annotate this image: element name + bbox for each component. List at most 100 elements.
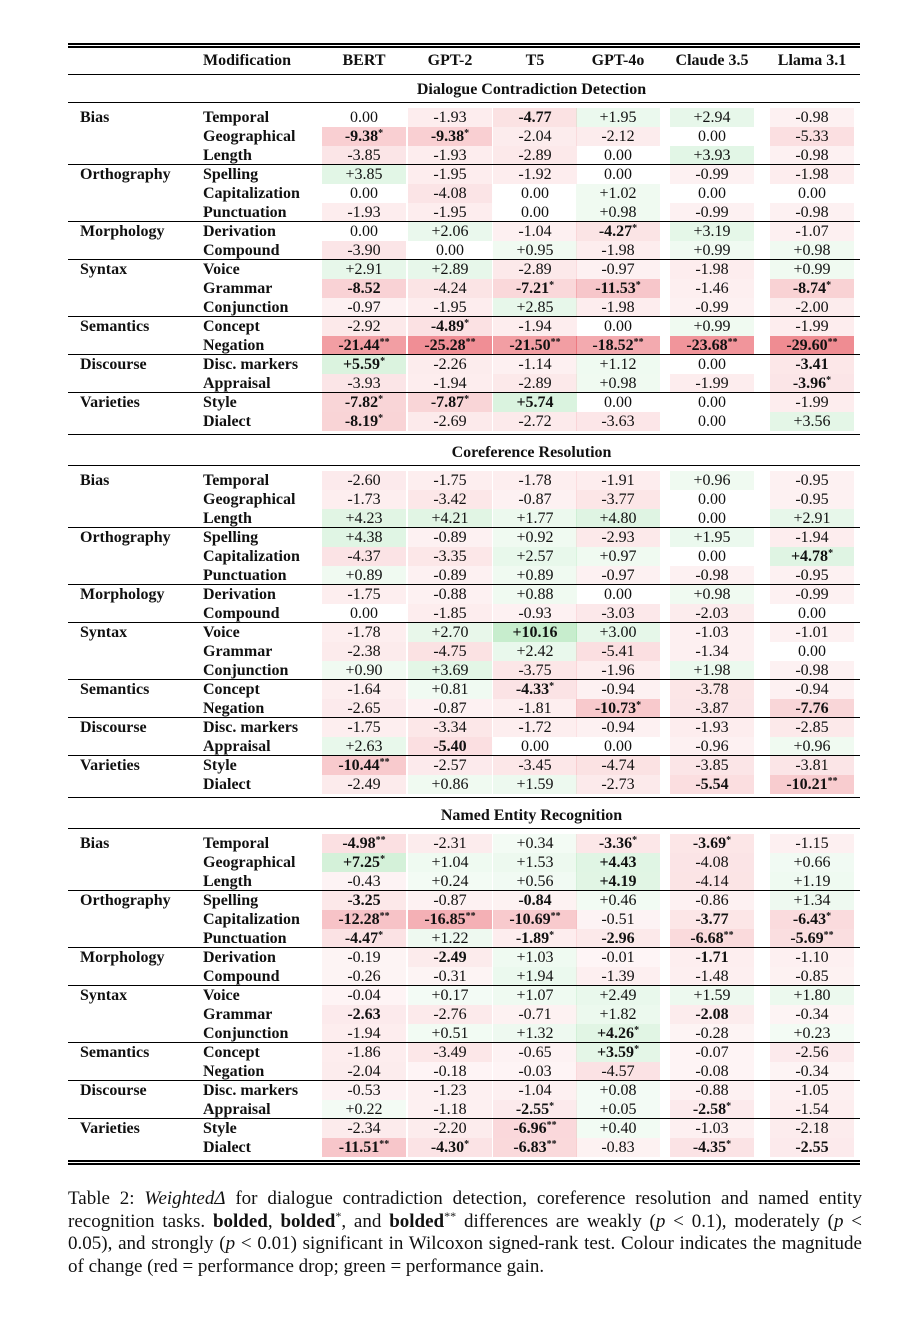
value-number: -0.88: [433, 586, 467, 603]
modification-label: Compound: [203, 242, 280, 259]
value-cell: -1.93: [408, 146, 492, 165]
value-number: -2.12: [601, 128, 635, 145]
value-number: -3.45: [518, 757, 552, 774]
value-cell: -2.12: [576, 127, 660, 146]
value-cell: +0.89: [493, 566, 577, 585]
group-rule: [68, 1080, 860, 1081]
value-number: -0.95: [795, 472, 829, 489]
table-row: Semantics Concept -2.92 -4.89* -1.94 0.00 +0.9…: [68, 317, 860, 336]
value-number: -1.73: [347, 491, 381, 508]
value-number: -1.94: [795, 529, 829, 546]
value-number: -10.44: [338, 757, 380, 774]
value-number: 0.00: [798, 185, 826, 202]
value-cell: -0.71: [493, 1005, 577, 1024]
value-cell: 0.00: [576, 146, 660, 165]
value-cell: -21.44**: [322, 336, 406, 355]
table-row: Grammar -8.52 -4.24 -7.21* -11.53* -1.46 -8.74…: [68, 279, 860, 298]
value-cell: -1.93: [408, 108, 492, 127]
group-label: Orthography: [80, 529, 171, 546]
value-number: -0.94: [601, 681, 635, 698]
modification-label: Geographical: [203, 491, 296, 508]
value-cell: -1.99: [670, 374, 754, 393]
value-number: -2.49: [433, 949, 467, 966]
value-number: -0.95: [795, 491, 829, 508]
table-row: Geographical +7.25* +1.04 +1.53 +4.43 -4.08 +0…: [68, 853, 860, 872]
value-cell: -1.93: [322, 203, 406, 222]
value-cell: +1.07: [493, 986, 577, 1005]
value-number: -5.33: [795, 128, 829, 145]
value-number: -2.08: [695, 1006, 729, 1023]
value-number: -4.57: [601, 1063, 635, 1080]
value-cell: -6.83**: [493, 1138, 577, 1157]
value-cell: -1.95: [408, 203, 492, 222]
modification-label: Derivation: [203, 949, 276, 966]
significance-stars: *: [632, 223, 638, 234]
value-cell: -4.77: [493, 108, 577, 127]
modification-label: Temporal: [203, 835, 270, 852]
value-number: +0.98: [793, 242, 831, 259]
table-row: Discourse Disc. markers -0.53 -1.23 -1.04 +0.…: [68, 1081, 860, 1100]
value-number: +0.56: [516, 873, 554, 890]
value-cell: -7.82*: [322, 393, 406, 412]
group-rule: [68, 527, 860, 528]
value-cell: -9.38*: [408, 127, 492, 146]
value-cell: +4.19: [576, 872, 660, 891]
value-number: +0.88: [516, 586, 554, 603]
value-cell: -7.87*: [408, 393, 492, 412]
value-cell: +0.17: [408, 986, 492, 1005]
value-number: -4.24: [433, 280, 467, 297]
value-cell: -1.04: [493, 1081, 577, 1100]
value-number: -11.53: [595, 280, 636, 297]
value-number: -0.97: [601, 567, 635, 584]
value-cell: 0.00: [576, 317, 660, 336]
significance-stars: **: [723, 930, 734, 941]
group-rule: [68, 316, 860, 317]
value-number: 0.00: [698, 185, 726, 202]
value-cell: -2.04: [322, 1062, 406, 1081]
value-number: -4.75: [433, 643, 467, 660]
value-cell: -3.25: [322, 891, 406, 910]
value-cell: -2.55*: [493, 1100, 577, 1119]
value-cell: -0.87: [408, 891, 492, 910]
table-row: Morphology Derivation -0.19 -2.49 +1.03 -0.01…: [68, 948, 860, 967]
value-number: -0.95: [795, 567, 829, 584]
value-cell: -2.85: [770, 718, 854, 737]
value-cell: -21.50**: [493, 336, 577, 355]
group-label: Morphology: [80, 586, 165, 603]
value-cell: +0.99: [670, 241, 754, 260]
value-number: -0.19: [347, 949, 381, 966]
value-number: -3.81: [795, 757, 829, 774]
value-number: 0.00: [698, 128, 726, 145]
value-cell: -1.78: [493, 471, 577, 490]
value-cell: -1.71: [670, 948, 754, 967]
modification-label: Capitalization: [203, 911, 300, 928]
value-cell: -4.27*: [576, 222, 660, 241]
value-number: -0.94: [601, 719, 635, 736]
value-cell: -2.58*: [670, 1100, 754, 1119]
value-cell: -0.86: [670, 891, 754, 910]
significance-stars: *: [726, 835, 732, 846]
significance-stars: *: [464, 1139, 470, 1150]
value-cell: +2.42: [493, 642, 577, 661]
value-cell: -0.43: [322, 872, 406, 891]
value-number: -4.35: [692, 1139, 727, 1156]
value-cell: +0.56: [493, 872, 577, 891]
significance-stars: *: [826, 911, 832, 922]
value-number: -0.87: [433, 700, 467, 717]
value-number: -0.98: [795, 147, 829, 164]
value-cell: +1.82: [576, 1005, 660, 1024]
value-cell: -12.28**: [322, 910, 406, 929]
value-cell: -0.98: [770, 146, 854, 165]
group-label: Morphology: [80, 223, 165, 240]
value-cell: +1.95: [670, 528, 754, 547]
value-number: 0.00: [604, 147, 632, 164]
value-number: 0.00: [604, 394, 632, 411]
modification-label: Concept: [203, 681, 260, 698]
value-cell: -0.19: [322, 948, 406, 967]
value-number: -4.37: [347, 548, 381, 565]
value-cell: +0.98: [576, 374, 660, 393]
value-cell: -4.75: [408, 642, 492, 661]
value-number: +4.80: [599, 510, 637, 527]
value-number: +1.82: [599, 1006, 637, 1023]
value-number: +1.59: [516, 776, 554, 793]
